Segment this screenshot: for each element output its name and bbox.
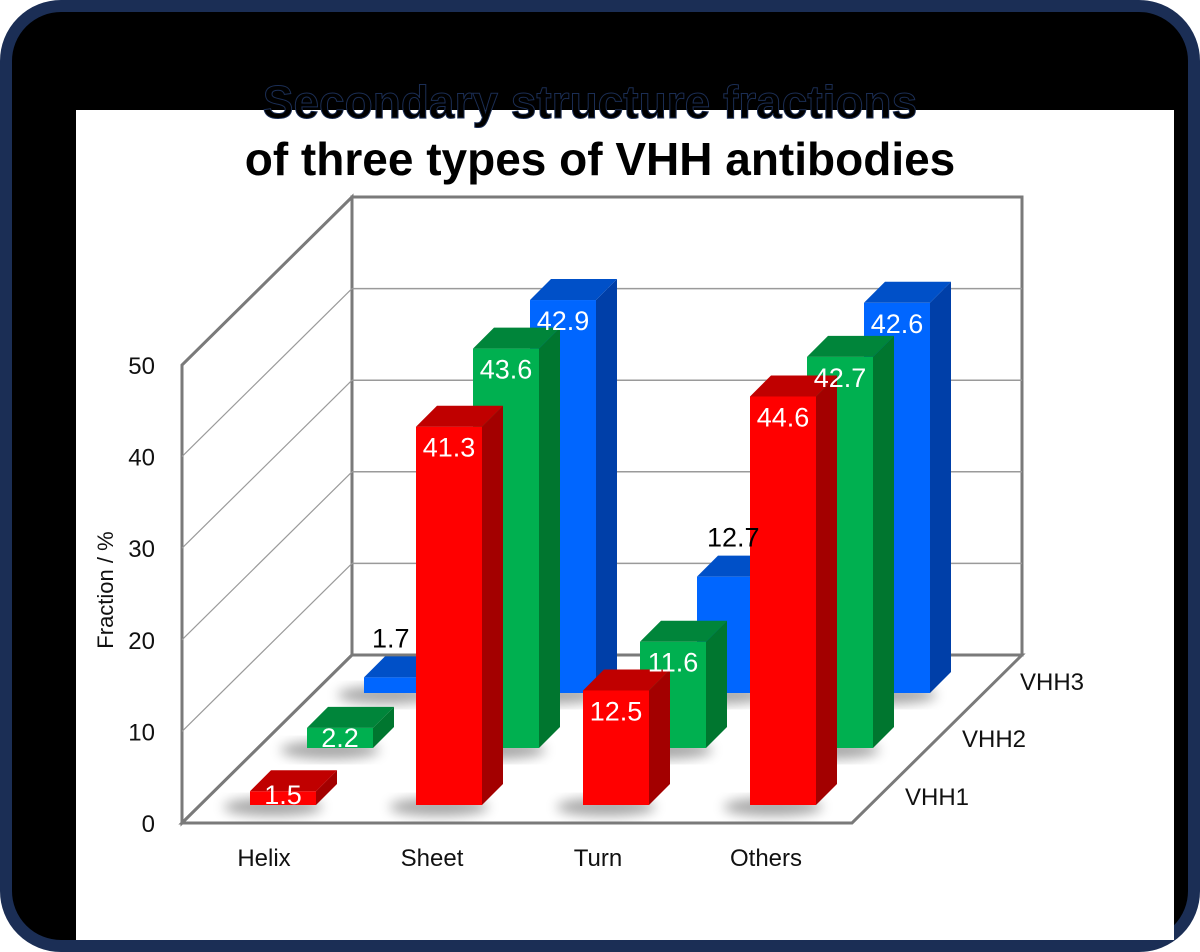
- bar-side-face: [649, 669, 670, 805]
- gridline-side: [181, 379, 353, 549]
- bar-side-face: [539, 327, 560, 748]
- bar-vhh2-helix: [307, 727, 373, 748]
- bar-side-face: [930, 281, 951, 693]
- gridline-side: [181, 562, 353, 732]
- y-tick-label: 50: [128, 353, 155, 380]
- bar-top-face: [530, 279, 617, 301]
- bar-side-face: [373, 706, 394, 748]
- y-tick-label: 20: [128, 628, 155, 655]
- series-label: VHH1: [905, 784, 969, 811]
- series-label: VHH2: [962, 726, 1026, 753]
- data-label: 42.7: [814, 363, 867, 393]
- data-label: 43.6: [480, 355, 533, 385]
- bar-side-face: [873, 335, 894, 748]
- chart-title-line2: of three types of VHH antibodies: [245, 133, 956, 185]
- y-tick-label: 30: [128, 536, 155, 563]
- bar-vhh1-others: [750, 396, 816, 805]
- bar-side-face: [596, 279, 617, 693]
- gridline-side: [181, 288, 353, 458]
- x-category-label: Others: [730, 845, 802, 872]
- data-label: 41.3: [423, 433, 476, 463]
- data-label: 1.5: [264, 780, 302, 810]
- data-label: 44.6: [757, 402, 810, 432]
- data-label: 11.6: [648, 648, 699, 678]
- bar-top-face: [583, 669, 670, 691]
- bar-vhh1-turn: [583, 690, 649, 805]
- labels: 1.7 42.9 12.7 42.6 2.2 43.6 11.6 42.7 1.5 41.3 12.…: [264, 306, 923, 810]
- bar-top-face: [807, 335, 894, 357]
- bar-side-face: [316, 770, 337, 805]
- bar-vhh1-sheet: [416, 426, 482, 805]
- bar-side-face: [706, 620, 727, 748]
- y-tick-label: 0: [142, 811, 155, 838]
- y-tick-label: 10: [128, 719, 155, 746]
- data-label: 2.2: [321, 723, 359, 753]
- bar-top-face: [473, 327, 560, 349]
- gridline-side: [181, 471, 353, 641]
- bar-top-face: [307, 706, 394, 728]
- bar-top-face: [640, 620, 727, 642]
- data-label: 1.7: [372, 623, 410, 653]
- bar-top-face: [250, 770, 337, 792]
- y-axis-label: Fraction / %: [93, 531, 118, 648]
- bar-side-face: [816, 375, 837, 805]
- data-label: 12.5: [590, 697, 643, 727]
- x-category-label: Helix: [237, 845, 290, 872]
- bars: [223, 279, 951, 816]
- x-category-label: Turn: [574, 845, 622, 872]
- data-label: 12.7: [707, 523, 760, 553]
- bar-vhh1-helix: [250, 791, 316, 805]
- y-tick-label: 40: [128, 445, 155, 472]
- x-category-label: Sheet: [401, 845, 464, 872]
- bar-side-face: [482, 405, 503, 805]
- series-label: VHH3: [1020, 669, 1084, 696]
- chart-title-line1: Secondary structure fractions: [263, 76, 917, 128]
- bar-top-face: [416, 405, 503, 427]
- bar-top-face: [750, 375, 837, 397]
- bar-top-face: [864, 281, 951, 303]
- bar-vhh3-helix: [364, 677, 430, 693]
- data-label: 42.6: [871, 309, 924, 339]
- data-label: 42.9: [537, 306, 590, 336]
